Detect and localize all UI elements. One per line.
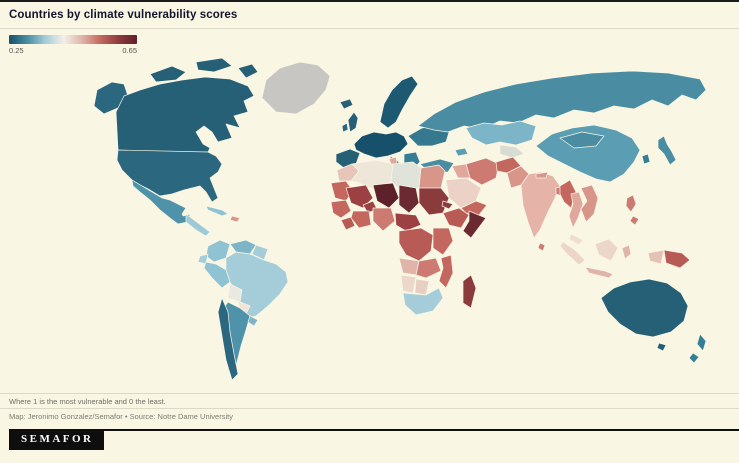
- country-chad[interactable]: [398, 184, 420, 214]
- country-cameroon-car[interactable]: [394, 212, 422, 232]
- country-usa[interactable]: [116, 149, 223, 203]
- country-russia[interactable]: [417, 70, 707, 133]
- brand-rule: [97, 429, 739, 431]
- country-namibia[interactable]: [400, 274, 417, 294]
- country-west-papua[interactable]: [647, 249, 665, 265]
- country-central-america[interactable]: [185, 213, 211, 237]
- country-uruguay[interactable]: [247, 315, 259, 327]
- country-central-asia[interactable]: [499, 144, 525, 159]
- country-ireland[interactable]: [341, 122, 349, 133]
- country-chile[interactable]: [217, 297, 239, 381]
- country-malaysia[interactable]: [568, 233, 584, 246]
- country-angola[interactable]: [398, 257, 420, 276]
- legend-gradient-bar: [9, 35, 137, 44]
- country-caucasus[interactable]: [454, 147, 469, 157]
- country-mongolia[interactable]: [559, 131, 605, 149]
- footnote: Where 1 is the most vulnerable and 0 the…: [9, 397, 166, 406]
- country-philippines[interactable]: [625, 194, 640, 226]
- country-zambia-zim[interactable]: [415, 257, 442, 279]
- country-iceland[interactable]: [339, 98, 354, 110]
- country-iraq[interactable]: [451, 163, 471, 179]
- country-senegal[interactable]: [330, 199, 352, 219]
- country-botswana[interactable]: [414, 278, 430, 296]
- page-title: Countries by climate vulnerability score…: [9, 9, 238, 21]
- country-east-africa[interactable]: [432, 227, 454, 256]
- divider: [0, 393, 739, 394]
- country-borneo[interactable]: [594, 238, 619, 262]
- country-kazakhstan[interactable]: [465, 120, 537, 146]
- country-eritrea[interactable]: [441, 200, 454, 210]
- country-ethiopia[interactable]: [442, 207, 470, 229]
- country-tasmania[interactable]: [656, 342, 667, 352]
- country-java[interactable]: [584, 266, 614, 279]
- country-thailand[interactable]: [568, 191, 584, 229]
- country-uk[interactable]: [347, 111, 359, 133]
- country-egypt[interactable]: [418, 164, 446, 192]
- country-scandinavia[interactable]: [379, 75, 419, 129]
- country-greenland[interactable]: [261, 61, 331, 115]
- country-canada[interactable]: [115, 76, 255, 153]
- divider: [0, 28, 739, 29]
- country-south-africa[interactable]: [402, 287, 444, 316]
- country-sumatra[interactable]: [559, 241, 586, 266]
- country-australia[interactable]: [600, 278, 689, 338]
- country-ivory-ghana[interactable]: [350, 210, 372, 229]
- country-sri-lanka[interactable]: [537, 242, 546, 252]
- semafor-logo[interactable]: SEMAFOR: [9, 429, 104, 450]
- legend-max-label: 0.65: [122, 46, 137, 55]
- country-peru[interactable]: [203, 261, 231, 289]
- country-venezuela[interactable]: [229, 239, 257, 255]
- country-india[interactable]: [520, 171, 561, 239]
- country-arctic-islands[interactable]: [149, 57, 259, 83]
- country-nz[interactable]: [688, 333, 707, 364]
- country-west-europe[interactable]: [353, 131, 409, 159]
- country-myanmar[interactable]: [559, 179, 577, 209]
- country-nepal[interactable]: [535, 171, 549, 179]
- country-cuba[interactable]: [205, 205, 229, 217]
- country-niger[interactable]: [372, 182, 400, 209]
- country-somalia[interactable]: [462, 210, 487, 239]
- legend-labels: 0.25 0.65: [9, 46, 137, 55]
- credit-line: Map: Jeronimo Gonzalez/Semafor • Source:…: [9, 412, 233, 421]
- divider: [0, 408, 739, 409]
- country-drc[interactable]: [398, 227, 434, 262]
- country-madagascar[interactable]: [462, 274, 477, 309]
- brand-bar: SEMAFOR: [9, 429, 739, 453]
- country-japan[interactable]: [657, 135, 677, 166]
- country-mozambique[interactable]: [438, 254, 454, 289]
- country-guinea-coast[interactable]: [340, 216, 356, 231]
- country-sulawesi[interactable]: [621, 244, 632, 260]
- world-map: [93, 57, 707, 381]
- country-nigeria[interactable]: [372, 207, 396, 232]
- country-korea[interactable]: [641, 153, 651, 165]
- country-hispaniola[interactable]: [229, 215, 241, 223]
- legend-min-label: 0.25: [9, 46, 24, 55]
- country-png[interactable]: [663, 249, 691, 269]
- country-indochina[interactable]: [580, 184, 599, 223]
